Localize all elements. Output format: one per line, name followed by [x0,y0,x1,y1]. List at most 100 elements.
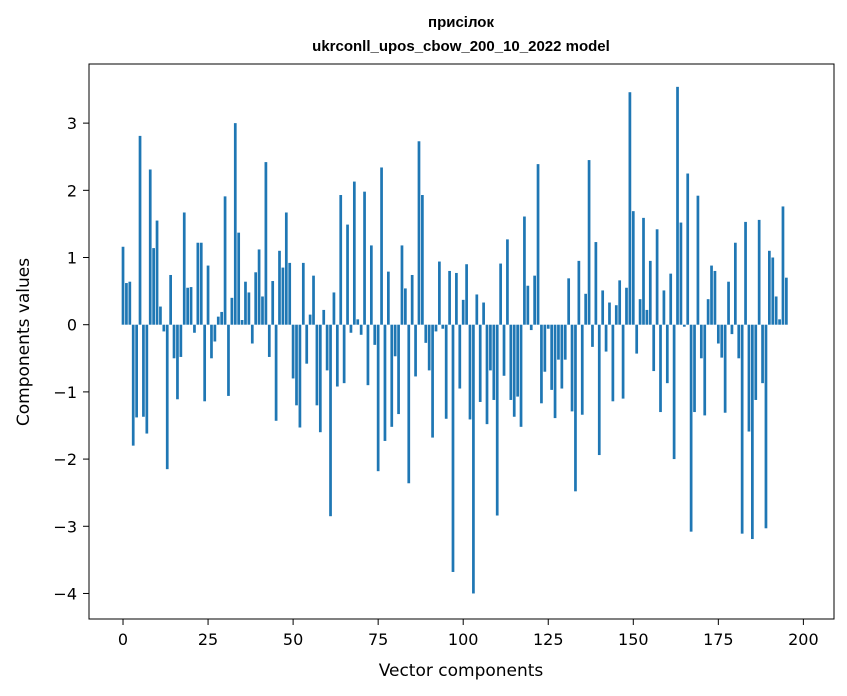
bar [342,324,346,384]
bar [628,92,632,325]
bar [315,324,319,406]
bar [424,324,428,343]
bar [145,324,149,434]
bar [601,290,605,325]
bar [182,212,186,325]
bar [631,211,635,325]
bar [761,324,764,384]
bar [557,324,560,360]
x-tick-label: 0 [118,630,128,649]
bar [645,309,649,325]
bars-group [121,86,788,594]
bar [669,273,673,325]
bar [472,324,475,594]
bar [594,242,598,325]
bar [553,324,557,419]
bar [625,287,628,325]
bar [438,261,441,325]
y-tick-label: 3 [67,114,77,133]
bar [710,265,713,325]
bar [492,324,496,400]
bar [373,324,377,345]
bar [393,324,397,357]
bar [162,324,166,332]
bar [509,324,513,400]
bar [427,324,431,371]
bar [733,242,737,325]
bar [546,324,550,329]
bar [580,324,584,415]
bar [723,324,727,413]
bar [638,299,642,325]
x-axis-label: Vector components [379,661,544,681]
bar [281,267,285,325]
bar [322,309,326,325]
bar [230,297,234,325]
bar [325,324,329,371]
bar [179,324,183,357]
bar [597,324,601,456]
bar [301,262,305,325]
y-tick-label: −4 [53,584,77,603]
bar [305,324,309,364]
bar [431,324,434,438]
bar [369,245,373,325]
bar [693,324,696,413]
bar [155,220,159,325]
bar [455,272,458,325]
bar [390,324,394,427]
bar [536,164,540,325]
bar [138,135,142,325]
x-tick-label: 25 [198,630,218,649]
bar [165,324,169,470]
bar [278,250,281,325]
bar [567,278,571,325]
bar [614,305,618,325]
bar [366,324,370,386]
bar [135,324,138,418]
bar [131,324,135,446]
bar [512,324,516,417]
bar [781,206,785,325]
bar [448,270,451,325]
bar [587,160,591,325]
bar [754,324,758,400]
bar [475,294,479,325]
bar [655,229,659,325]
bar [560,324,564,389]
bar [400,245,404,325]
bar [332,292,336,325]
bar [495,324,499,516]
bar [768,250,771,325]
bar [591,324,594,347]
bar [237,232,241,325]
bar [540,324,543,404]
bar [220,311,224,325]
bar [458,324,462,389]
bar [244,281,247,325]
bar [363,191,366,325]
bar [682,324,686,327]
bar [257,249,261,325]
bar [574,324,577,492]
bar [451,324,455,572]
bar [298,324,302,428]
bar [529,324,533,331]
y-tick-label: −3 [53,517,77,536]
bar [604,324,608,352]
bar [703,324,707,416]
bar [689,324,693,532]
bar [543,324,547,372]
bar [152,248,155,325]
bar [318,324,322,433]
bar [387,271,390,325]
bar [747,324,751,432]
bar [356,319,360,325]
x-tick-label: 100 [448,630,479,649]
bar [421,195,424,325]
bar [523,216,526,325]
bar [193,324,196,333]
bar [125,283,128,325]
bar [414,324,417,377]
